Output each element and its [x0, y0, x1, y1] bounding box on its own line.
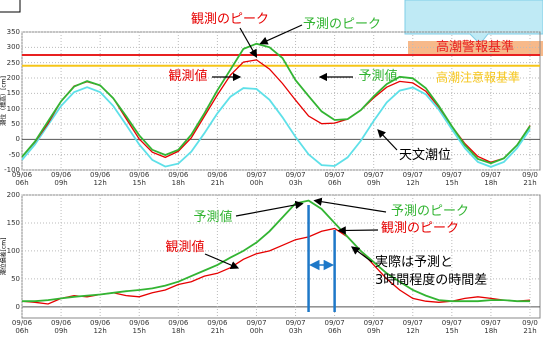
arrow [259, 24, 303, 45]
x-tick-label: 09/06 15h [129, 171, 150, 187]
y-tick-label: 150 [6, 218, 20, 227]
callout [404, 0, 543, 45]
x-tick-label: 09/06 18h [168, 171, 189, 187]
y-axis-label: 潮位（標高）[cm] [0, 76, 8, 126]
y-tick-label: 250 [6, 58, 20, 67]
x-tick-label: 09/06 06h [11, 319, 33, 335]
x-tick-label: 09/07 03h [285, 319, 306, 335]
y-tick-label: 50 [11, 274, 20, 283]
annotation-series: 予測値 [358, 68, 398, 84]
annotation: 予測のピーク [302, 16, 382, 32]
y-tick-label: 200 [6, 191, 20, 199]
y-tick-label: 100 [6, 246, 20, 255]
annotation-series: 天文潮位 [398, 147, 452, 163]
y-tick-label: 350 [6, 28, 20, 36]
x-tick-label: 09/06 21h [207, 171, 228, 187]
x-tick-label: 09/0 21h [522, 171, 538, 187]
x-tick-label: 09/07 06h [324, 319, 345, 335]
x-tick-label: 09/07 15h [441, 319, 462, 335]
x-tick-label: 09/06 09h [50, 171, 72, 187]
x-tick-label: 09/07 06h [324, 171, 345, 187]
x-tick-label: 09/06 09h [50, 319, 72, 335]
arrow [313, 197, 387, 213]
y-tick-label: 100 [6, 104, 20, 113]
annotation: 観測のピーク [190, 11, 270, 27]
y-tick-label: 150 [6, 89, 20, 98]
annotation: 観測のピーク [380, 220, 460, 236]
arrow [239, 27, 258, 58]
x-tick-label: 09/07 18h [480, 319, 502, 335]
annotation-note: 実際は予測と 3時間程度の時間差 [375, 255, 488, 288]
x-tick-label: 09/07 09h [363, 319, 384, 335]
arrow [204, 253, 240, 270]
x-tick-label: 09/07 00h [246, 171, 267, 187]
x-tick-label: 09/07 12h [402, 171, 423, 187]
x-tick-label: 09/06 06h [11, 171, 33, 187]
arrow [351, 246, 373, 263]
y-axis-label: 潮位偏差[cm] [0, 238, 8, 276]
y-tick-label: -100 [4, 166, 20, 174]
annotation: 予測のピーク [390, 203, 470, 219]
x-tick-label: 09/07 00h [246, 319, 267, 335]
arrow [337, 226, 379, 235]
x-tick-label: 09/07 09h [363, 171, 384, 187]
x-tick-label: 09/07 03h [285, 171, 306, 187]
reference-label: 高潮注意報基準 [435, 70, 521, 85]
y-tick-label: 50 [11, 120, 20, 128]
y-tick-label: 300 [6, 43, 20, 52]
x-tick-label: 09/06 12h [90, 171, 111, 187]
y-tick-label: 0 [15, 302, 20, 311]
series-line [21, 42, 531, 165]
frame-fragment [0, 0, 21, 13]
series-line [21, 86, 531, 168]
x-tick-label: 09/07 18h [480, 171, 502, 187]
y-tick-label: 0 [15, 135, 20, 144]
y-tick-label: -50 [8, 150, 20, 159]
reference-label: 高潮警報基準 [435, 39, 515, 55]
y-tick-label: 200 [6, 74, 20, 82]
annotation-series: 観測値 [168, 68, 208, 84]
annotation-series: 観測値 [165, 239, 205, 255]
x-tick-label: 09/06 21h [207, 319, 228, 335]
x-tick-label: 09/07 12h [402, 319, 423, 335]
x-tick-label: 09/0 21h [522, 319, 538, 335]
x-tick-label: 09/06 15h [129, 319, 150, 335]
arrow [235, 200, 304, 217]
arrow [377, 129, 398, 151]
series-line [22, 199, 530, 303]
annotation-series: 予測値 [193, 209, 233, 225]
x-tick-label: 09/07 15h [441, 171, 462, 187]
warning-band [408, 41, 543, 56]
x-tick-label: 09/06 12h [90, 319, 111, 335]
x-tick-label: 09/06 18h [168, 319, 189, 335]
